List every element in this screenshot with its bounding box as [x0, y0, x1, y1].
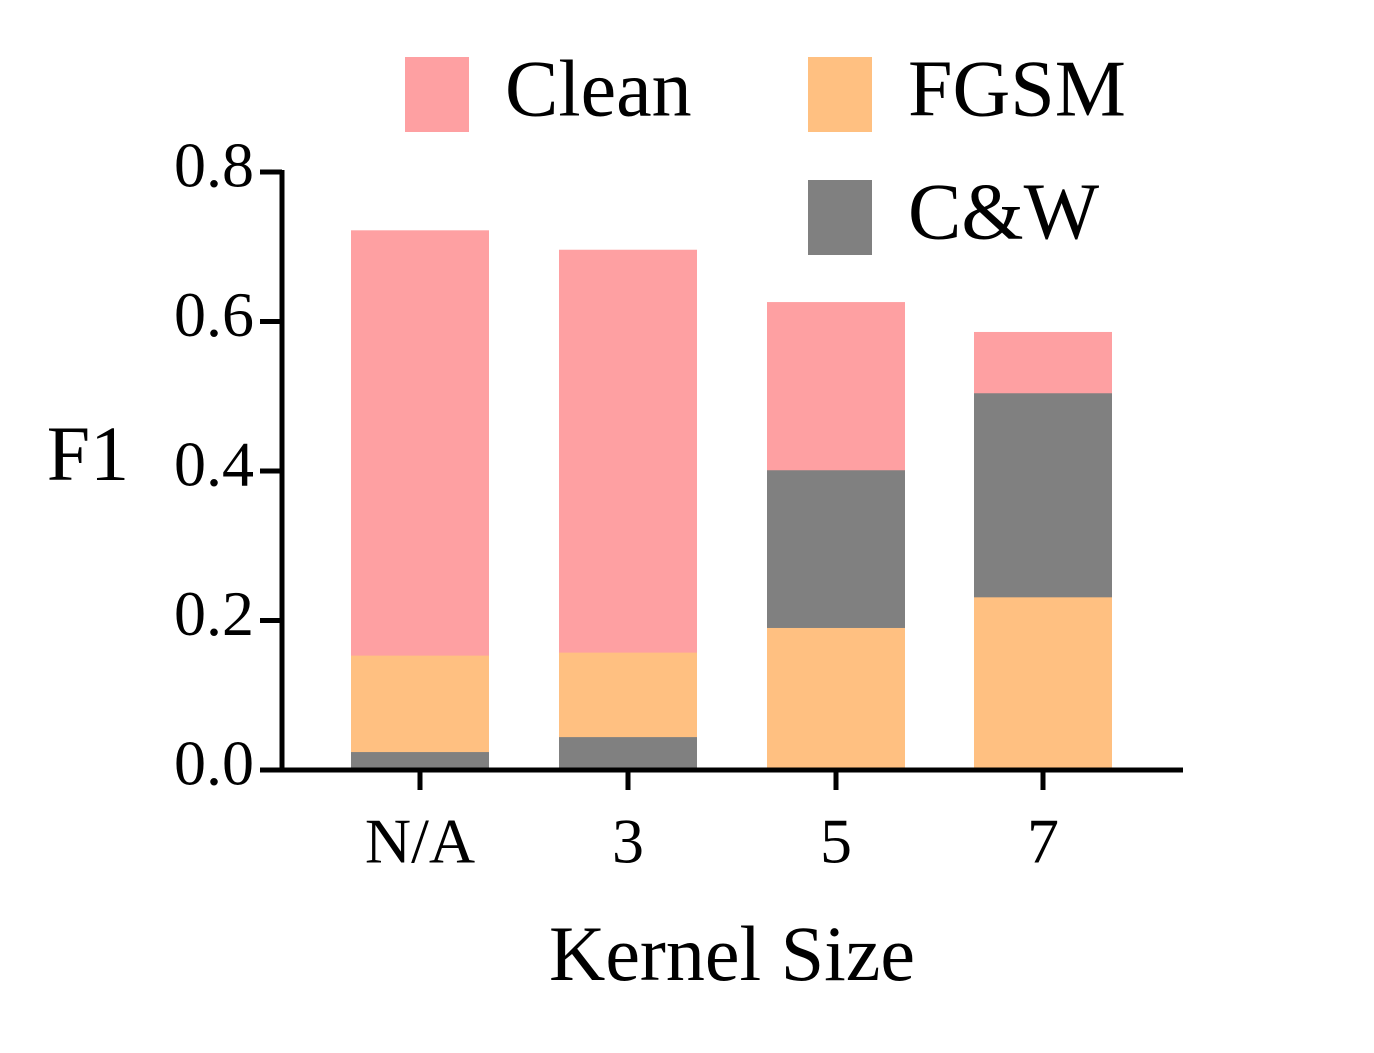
y-tick-label: 0.0 — [174, 728, 254, 799]
legend-swatch — [808, 57, 872, 132]
y-tick-label: 0.6 — [174, 279, 254, 350]
legend-swatch — [405, 57, 469, 132]
bar — [351, 655, 489, 770]
x-tick-label: 5 — [820, 806, 852, 877]
x-tick-label: 3 — [612, 806, 644, 877]
legend-label: Clean — [505, 45, 692, 133]
bar — [351, 752, 489, 770]
y-axis-title: F1 — [47, 410, 129, 497]
x-tick-label: 7 — [1027, 806, 1059, 877]
x-axis-title: Kernel Size — [549, 910, 915, 997]
x-tick-label: N/A — [365, 806, 475, 877]
bar — [559, 737, 697, 770]
legend-swatch — [808, 180, 872, 255]
y-tick-label: 0.8 — [174, 130, 254, 201]
y-tick-label: 0.4 — [174, 429, 254, 500]
bar — [974, 597, 1112, 770]
y-tick-label: 0.2 — [174, 578, 254, 649]
bar — [767, 627, 905, 770]
legend-label: C&W — [908, 168, 1100, 256]
legend-label: FGSM — [908, 45, 1126, 133]
